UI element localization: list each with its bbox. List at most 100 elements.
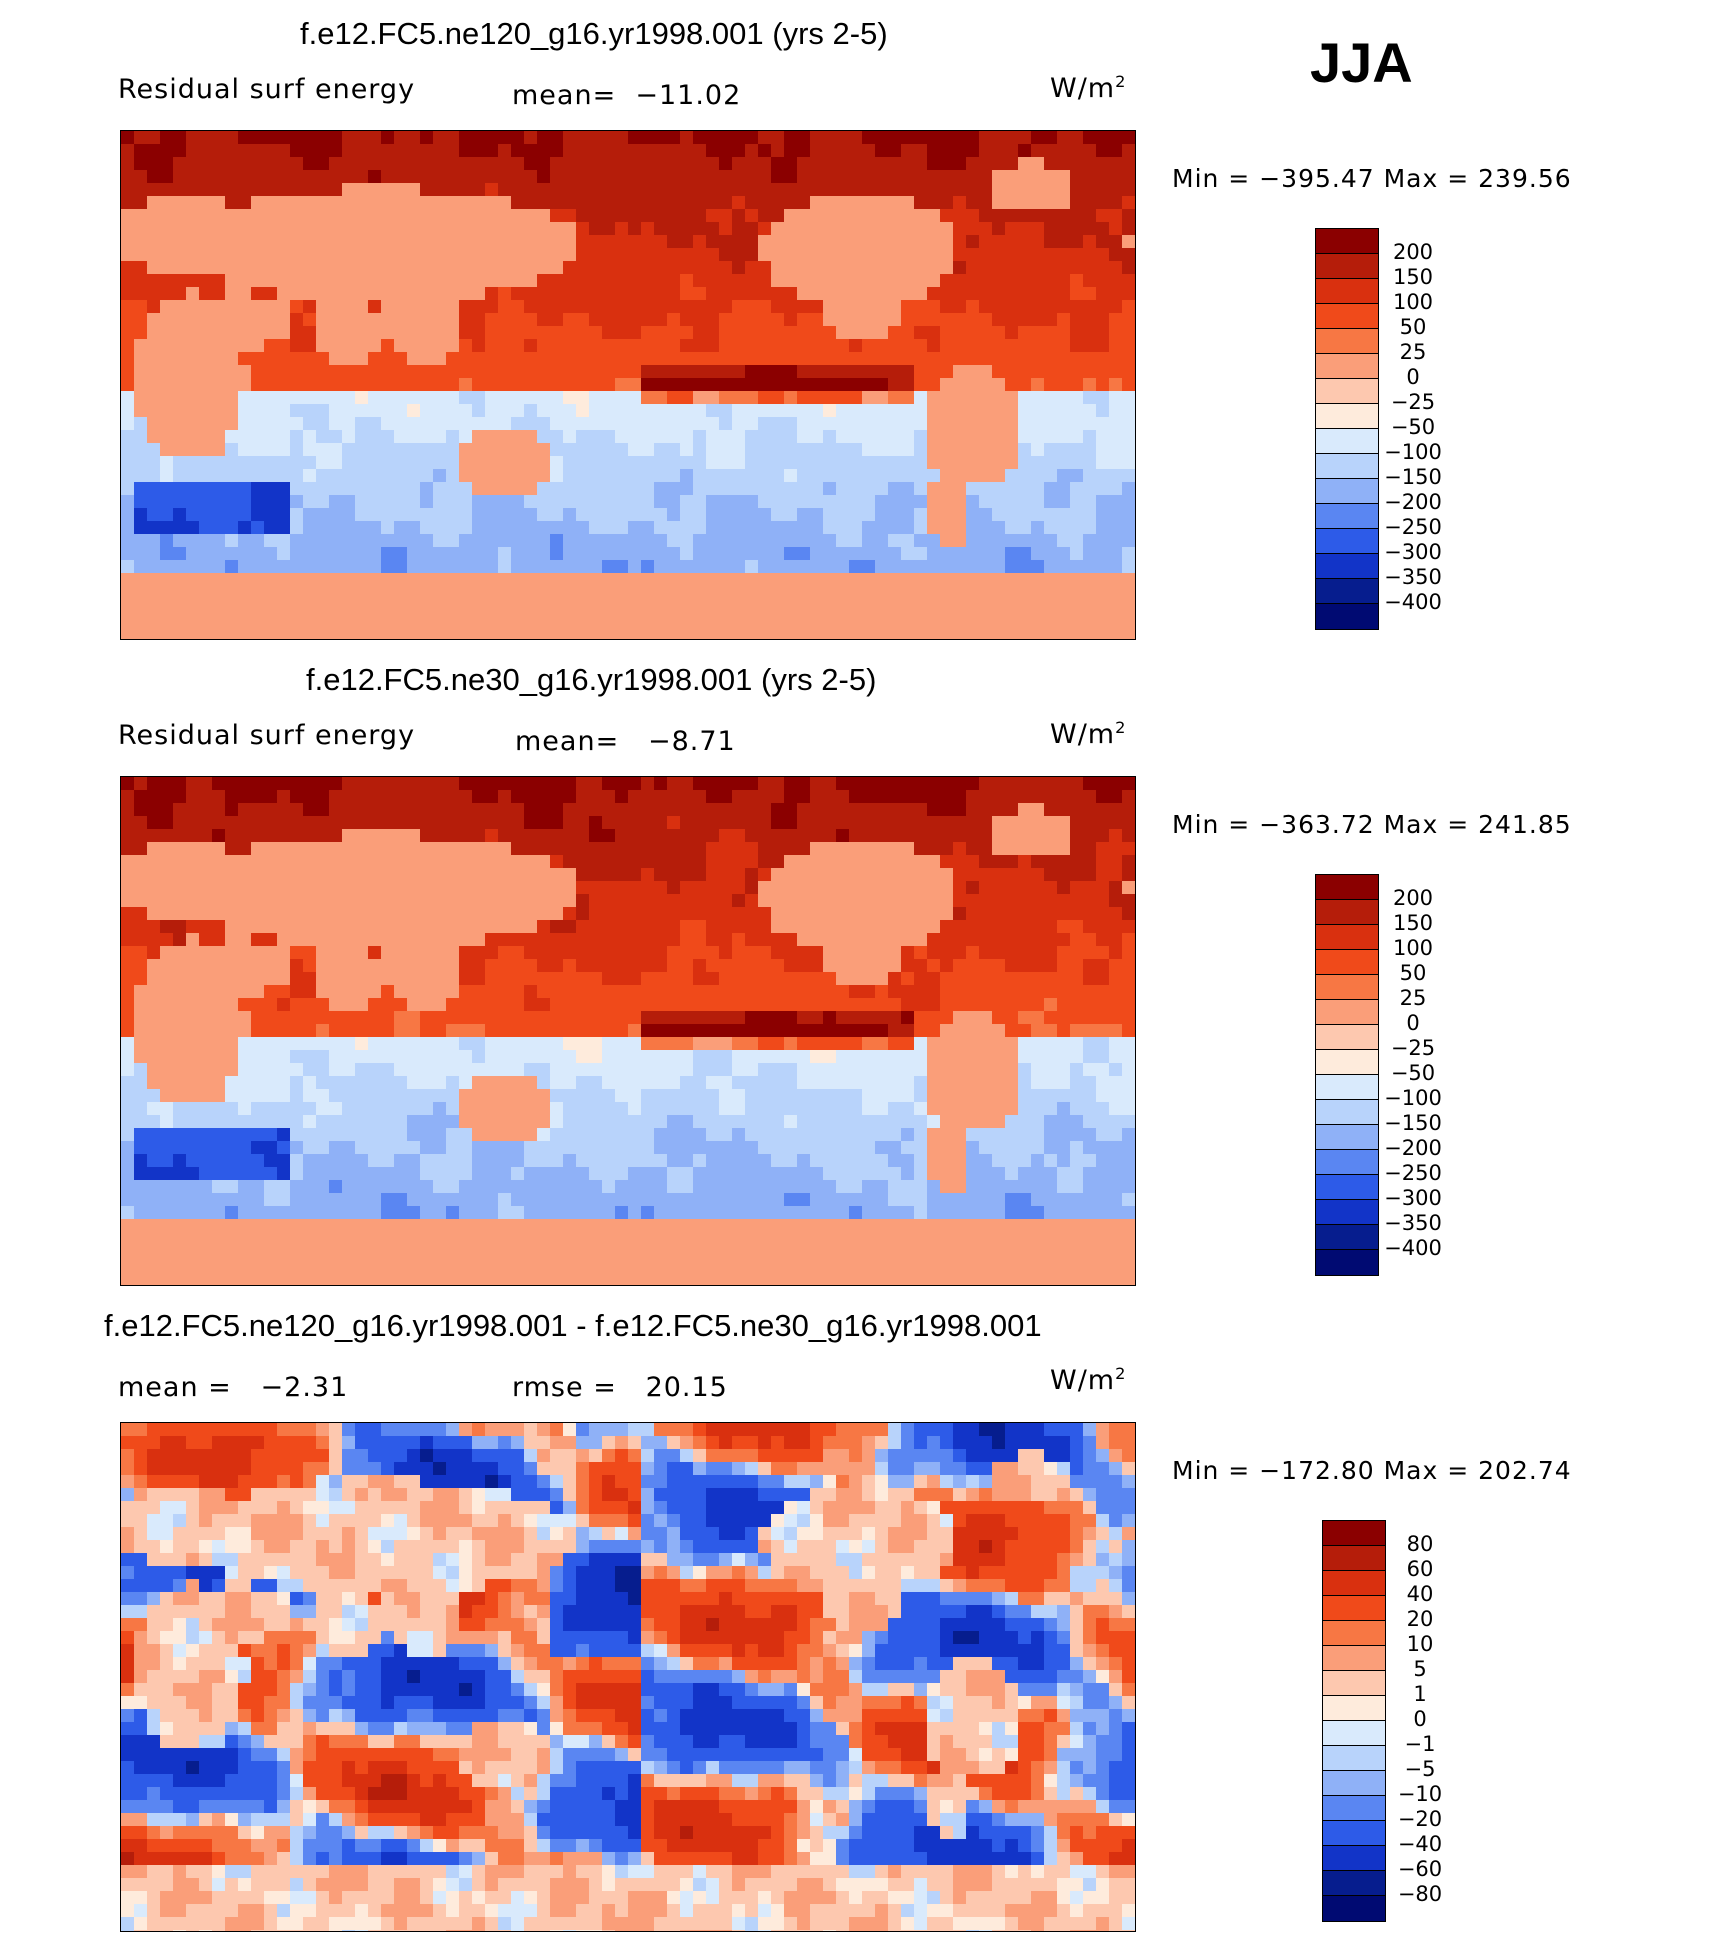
field-cell xyxy=(394,313,408,327)
field-cell xyxy=(706,933,720,947)
field-cell xyxy=(186,920,200,934)
field-cell xyxy=(927,287,941,301)
field-cell xyxy=(1005,972,1019,986)
field-cell xyxy=(940,443,954,457)
field-cell xyxy=(836,157,850,171)
field-cell xyxy=(1083,170,1097,184)
field-cell xyxy=(758,313,772,327)
field-cell xyxy=(602,803,616,817)
field-cell xyxy=(420,985,434,999)
field-cell xyxy=(342,803,356,817)
field-cell xyxy=(719,157,733,171)
field-cell xyxy=(264,287,278,301)
field-cell xyxy=(446,1076,460,1090)
field-cell xyxy=(953,599,967,613)
field-cell xyxy=(355,456,369,470)
field-cell xyxy=(862,183,876,197)
field-cell xyxy=(524,495,538,509)
field-cell xyxy=(485,547,499,561)
field-cell xyxy=(680,378,694,392)
field-cell xyxy=(355,560,369,574)
field-cell xyxy=(667,196,681,210)
field-cell xyxy=(810,313,824,327)
field-cell xyxy=(264,1037,278,1051)
field-cell xyxy=(238,495,252,509)
field-cell xyxy=(602,144,616,158)
field-cell xyxy=(1031,313,1045,327)
field-cell xyxy=(420,829,434,843)
field-cell xyxy=(134,959,148,973)
field-cell xyxy=(1083,829,1097,843)
field-cell xyxy=(329,573,343,587)
field-cell xyxy=(979,235,993,249)
field-cell xyxy=(615,222,629,236)
field-cell xyxy=(1070,352,1084,366)
field-cell xyxy=(147,586,161,600)
field-cell xyxy=(446,404,460,418)
field-cell xyxy=(381,534,395,548)
field-cell xyxy=(264,443,278,457)
field-cell xyxy=(758,261,772,275)
field-cell xyxy=(1031,404,1045,418)
field-cell xyxy=(147,907,161,921)
field-cell xyxy=(199,959,213,973)
field-cell xyxy=(849,985,863,999)
field-cell xyxy=(160,1011,174,1025)
field-cell xyxy=(446,946,460,960)
field-cell xyxy=(654,352,668,366)
field-cell xyxy=(992,777,1006,791)
field-cell xyxy=(173,907,187,921)
field-cell xyxy=(979,638,993,639)
field-cell xyxy=(186,209,200,223)
field-cell xyxy=(1083,352,1097,366)
field-cell xyxy=(238,1076,252,1090)
field-cell xyxy=(784,131,798,145)
field-cell xyxy=(134,157,148,171)
field-cell xyxy=(524,547,538,561)
field-cell xyxy=(368,959,382,973)
field-cell xyxy=(979,946,993,960)
field-cell xyxy=(940,482,954,496)
field-cell xyxy=(303,1050,317,1064)
field-cell xyxy=(680,326,694,340)
field-cell xyxy=(628,183,642,197)
field-cell xyxy=(212,920,226,934)
field-cell xyxy=(147,508,161,522)
field-cell xyxy=(329,959,343,973)
field-cell xyxy=(797,300,811,314)
field-cell xyxy=(992,365,1006,379)
field-cell xyxy=(823,599,837,613)
field-cell xyxy=(1018,430,1032,444)
field-cell xyxy=(823,144,837,158)
field-cell xyxy=(901,920,915,934)
field-cell xyxy=(511,790,525,804)
field-cell xyxy=(186,235,200,249)
field-cell xyxy=(238,816,252,830)
field-cell xyxy=(511,443,525,457)
field-cell xyxy=(875,131,889,145)
field-cell xyxy=(745,777,759,791)
field-cell xyxy=(420,261,434,275)
field-cell xyxy=(1096,560,1110,574)
field-cell xyxy=(940,777,954,791)
field-cell xyxy=(1096,209,1110,223)
field-cell xyxy=(173,417,187,431)
field-cell xyxy=(771,521,785,535)
field-cell xyxy=(888,170,902,184)
field-cell xyxy=(654,907,668,921)
field-cell xyxy=(537,998,551,1012)
field-cell xyxy=(394,209,408,223)
field-cell xyxy=(1096,894,1110,908)
field-cell xyxy=(771,300,785,314)
field-cell xyxy=(589,521,603,535)
field-cell xyxy=(706,586,720,600)
field-cell xyxy=(745,521,759,535)
field-cell xyxy=(407,881,421,895)
field-cell xyxy=(1070,894,1084,908)
field-cell xyxy=(368,508,382,522)
field-cell xyxy=(550,456,564,470)
field-cell xyxy=(875,907,889,921)
field-cell xyxy=(602,894,616,908)
field-cell xyxy=(511,920,525,934)
field-cell xyxy=(745,907,759,921)
